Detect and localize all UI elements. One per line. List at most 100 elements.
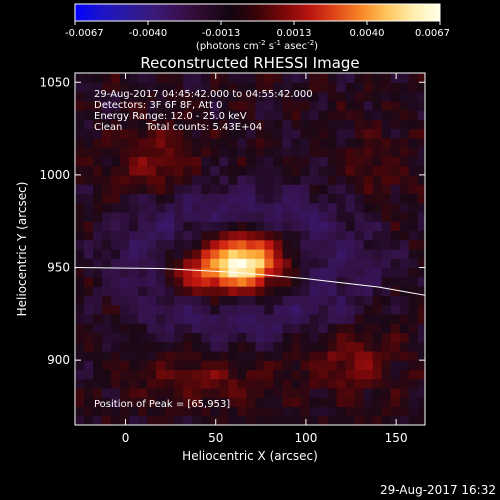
heatmap-cell — [372, 295, 383, 306]
heatmap-cell — [408, 313, 419, 324]
heatmap-cell — [129, 267, 139, 278]
heatmap-cell — [210, 73, 220, 83]
heatmap-cell — [93, 304, 103, 315]
heatmap-cell — [84, 258, 94, 269]
heatmap-cell — [363, 258, 374, 269]
heatmap-cell — [165, 341, 175, 352]
heatmap-cell — [147, 313, 157, 324]
heatmap-cell — [129, 406, 139, 417]
heatmap-cell — [75, 415, 85, 425]
heatmap-cell — [372, 156, 383, 167]
heatmap-cell — [219, 221, 229, 232]
heatmap-cell — [390, 156, 401, 167]
heatmap-cell — [147, 239, 157, 250]
heatmap-cell — [156, 323, 166, 333]
heatmap-cell — [156, 387, 166, 398]
heatmap-cell — [246, 313, 257, 324]
heatmap-cell — [228, 258, 238, 269]
heatmap-cell — [219, 369, 229, 380]
heatmap-cell — [174, 295, 184, 306]
y-axis-label: Heliocentric Y (arcsec) — [15, 182, 29, 317]
heatmap-cell — [138, 397, 148, 408]
heatmap-cell — [129, 369, 139, 380]
heatmap-cell — [354, 332, 365, 343]
heatmap-cell — [264, 249, 275, 259]
heatmap-cell — [165, 387, 175, 398]
heatmap-cell — [363, 397, 374, 408]
heatmap-cell — [75, 82, 85, 93]
heatmap-cell — [183, 128, 193, 139]
heatmap-cell — [408, 211, 419, 222]
heatmap-cell — [354, 221, 365, 232]
heatmap-cell — [255, 193, 266, 204]
heatmap-cell — [138, 202, 148, 213]
heatmap-cell — [390, 387, 401, 398]
heatmap-cell — [183, 313, 193, 324]
heatmap-cell — [390, 239, 401, 250]
heatmap-cell — [300, 239, 311, 250]
heatmap-cell — [327, 267, 338, 278]
heatmap-cell — [255, 174, 266, 185]
heatmap-cell — [291, 202, 302, 213]
heatmap-cell — [399, 211, 410, 222]
heatmap-cell — [210, 156, 220, 167]
heatmap-cell — [183, 350, 193, 361]
heatmap-cell — [381, 249, 392, 259]
heatmap-cell — [138, 350, 148, 361]
heatmap-cell — [336, 323, 347, 333]
heatmap-cell — [210, 100, 220, 111]
heatmap-cell — [345, 221, 356, 232]
heatmap-cell — [399, 202, 410, 213]
heatmap-cell — [345, 184, 356, 195]
heatmap-cell — [273, 156, 284, 167]
heatmap-cell — [309, 369, 320, 380]
heatmap-cell — [129, 73, 139, 83]
heatmap-cell — [111, 341, 121, 352]
heatmap-cell — [111, 406, 121, 417]
heatmap-cell — [363, 350, 374, 361]
heatmap-cell — [201, 230, 211, 241]
heatmap-cell — [174, 249, 184, 259]
heatmap-cell — [318, 286, 329, 296]
heatmap-cell — [93, 230, 103, 241]
heatmap-cell — [84, 156, 94, 167]
heatmap-cell — [246, 332, 257, 343]
heatmap-cell — [138, 369, 148, 380]
heatmap-cell — [408, 276, 419, 287]
footer-timestamp: 29-Aug-2017 16:32 — [380, 483, 496, 497]
heatmap-cell — [399, 341, 410, 352]
heatmap-cell — [327, 249, 338, 259]
heatmap-cell — [345, 73, 356, 83]
heatmap-cell — [327, 174, 338, 185]
heatmap-cell — [327, 387, 338, 398]
heatmap-cell — [309, 128, 320, 139]
heatmap-cell — [174, 119, 184, 130]
heatmap-cell — [309, 378, 320, 389]
heatmap-cell — [84, 239, 94, 250]
heatmap-cell — [174, 100, 184, 111]
heatmap-cell — [129, 397, 139, 408]
heatmap-cell — [300, 174, 311, 185]
heatmap-cell — [381, 174, 392, 185]
heatmap-cell — [93, 350, 103, 361]
heatmap-cell — [120, 147, 130, 157]
heatmap-cell — [237, 230, 247, 241]
heatmap-cell — [174, 313, 184, 324]
heatmap-cell — [264, 221, 275, 232]
heatmap-cell — [408, 350, 419, 361]
heatmap-cell — [201, 350, 211, 361]
heatmap-cell — [282, 184, 293, 195]
heatmap-cell — [120, 276, 130, 287]
heatmap-cell — [408, 128, 419, 139]
heatmap-cell — [372, 249, 383, 259]
heatmap-cell — [102, 147, 112, 157]
heatmap-cell — [264, 174, 275, 185]
heatmap-cell — [291, 323, 302, 333]
heatmap-cell — [318, 165, 329, 176]
heatmap-cell — [354, 202, 365, 213]
heatmap-cell — [363, 313, 374, 324]
heatmap-cell — [219, 119, 229, 130]
heatmap-cell — [345, 286, 356, 296]
heatmap-cell — [354, 230, 365, 241]
heatmap-cell — [390, 378, 401, 389]
